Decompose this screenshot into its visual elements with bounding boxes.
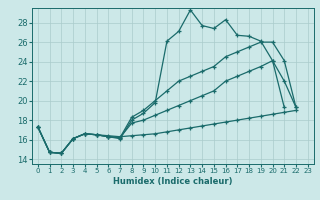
X-axis label: Humidex (Indice chaleur): Humidex (Indice chaleur) (113, 177, 233, 186)
